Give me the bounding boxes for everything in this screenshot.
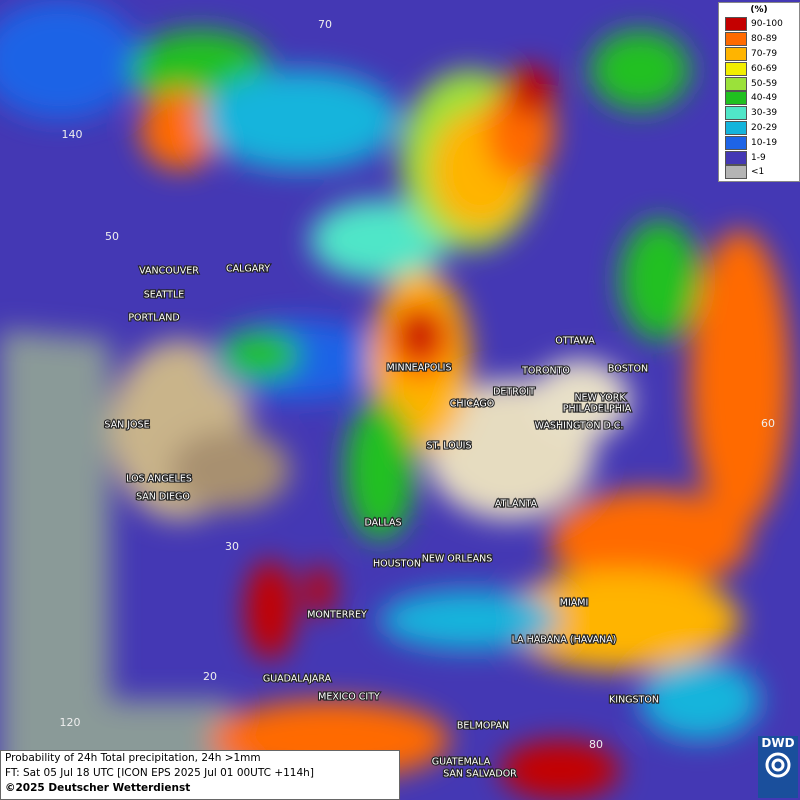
legend-item: 60-69 bbox=[719, 61, 799, 76]
grid-label: 20 bbox=[203, 670, 217, 683]
city-label: HOUSTON bbox=[373, 559, 421, 570]
city-label: KINGSTON bbox=[609, 695, 659, 706]
legend-swatch bbox=[725, 61, 747, 76]
legend-label: 10-19 bbox=[751, 137, 778, 148]
city-label: MINNEAPOLIS bbox=[386, 363, 451, 374]
legend-item: 1-9 bbox=[719, 150, 799, 165]
logo-text: DWD bbox=[761, 736, 795, 750]
footer-text: FT: Sat 05 Jul 18 UTC [ICON EPS 2025 Jul… bbox=[5, 767, 314, 779]
legend-label: 90-100 bbox=[751, 19, 783, 30]
legend-label: 40-49 bbox=[751, 93, 778, 104]
legend-swatch bbox=[725, 135, 747, 150]
grid-label: 140 bbox=[62, 128, 83, 141]
city-label: ST. LOUIS bbox=[427, 441, 472, 452]
city-label: MEXICO CITY bbox=[318, 692, 380, 703]
legend-label: 20-29 bbox=[751, 122, 778, 133]
legend-item: 30-39 bbox=[719, 106, 799, 121]
city-label: SAN JOSE bbox=[104, 420, 149, 431]
city-label: NEW YORK bbox=[574, 393, 626, 404]
legend-label: 70-79 bbox=[751, 48, 778, 59]
legend-swatch bbox=[725, 17, 747, 32]
city-label: PHILADELPHIA bbox=[563, 404, 632, 415]
city-label: SAN DIEGO bbox=[136, 492, 190, 503]
city-label: CHICAGO bbox=[450, 399, 494, 410]
city-label: WASHINGTON D.C. bbox=[535, 421, 624, 432]
legend-swatch bbox=[725, 120, 747, 135]
city-label: GUATEMALA bbox=[432, 757, 491, 768]
legend-item: 80-89 bbox=[719, 32, 799, 47]
logo: DWD bbox=[758, 736, 798, 798]
city-label: BELMOPAN bbox=[457, 721, 509, 732]
city-label: LA HABANA (HAVANA) bbox=[512, 635, 617, 646]
legend-item: 20-29 bbox=[719, 120, 799, 136]
legend-label: 60-69 bbox=[751, 63, 778, 74]
legend-label: 50-59 bbox=[751, 78, 778, 89]
legend-swatch bbox=[725, 91, 747, 106]
city-label: NEW ORLEANS bbox=[422, 554, 493, 565]
city-label: SAN SALVADOR bbox=[443, 769, 517, 780]
city-label: ATLANTA bbox=[495, 499, 538, 510]
legend-item: 50-59 bbox=[719, 76, 799, 91]
grid-label: 60 bbox=[761, 417, 775, 430]
legend-swatch bbox=[725, 106, 747, 121]
legend-swatch bbox=[725, 150, 747, 165]
legend-swatch bbox=[725, 46, 747, 61]
city-label: CALGARY bbox=[226, 264, 270, 275]
legend-swatch bbox=[725, 76, 747, 91]
logo-icon bbox=[765, 752, 791, 778]
city-label: VANCOUVER bbox=[139, 266, 199, 277]
grid-label: 120 bbox=[60, 716, 81, 729]
footer-text: ©2025 Deutscher Wetterdienst bbox=[5, 782, 191, 794]
footer: Probability of 24h Total precipitation, … bbox=[0, 750, 400, 800]
legend-swatch bbox=[725, 165, 747, 180]
grid-label: 50 bbox=[105, 230, 119, 243]
footer-text: Probability of 24h Total precipitation, … bbox=[5, 752, 261, 764]
legend-label: 1-9 bbox=[751, 152, 766, 163]
city-label: SEATTLE bbox=[144, 290, 185, 301]
legend-label: <1 bbox=[751, 167, 765, 178]
grid-label: 70 bbox=[318, 18, 332, 31]
city-label: DETROIT bbox=[493, 387, 535, 398]
legend-item: 70-79 bbox=[719, 46, 799, 62]
legend-swatch bbox=[725, 32, 747, 47]
legend-label: 30-39 bbox=[751, 108, 778, 119]
grid-label: 30 bbox=[225, 540, 239, 553]
city-label: PORTLAND bbox=[128, 313, 179, 324]
city-label: DALLAS bbox=[365, 518, 402, 529]
city-label: MONTERREY bbox=[307, 610, 367, 621]
legend-title: (%) bbox=[750, 5, 768, 15]
grid-label: 80 bbox=[589, 738, 603, 751]
city-label: TORONTO bbox=[521, 366, 570, 377]
legend-item: 10-19 bbox=[719, 135, 799, 150]
legend-label: 80-89 bbox=[751, 34, 778, 45]
legend: (%) 90-100 80-89 70-79 60-69 50-59 40-49 30-39… bbox=[718, 2, 800, 182]
city-label: MIAMI bbox=[560, 598, 589, 609]
city-label: OTTAWA bbox=[555, 336, 595, 347]
city-label: BOSTON bbox=[608, 364, 648, 375]
legend-item: <1 bbox=[719, 165, 799, 180]
city-label: GUADALAJARA bbox=[263, 674, 332, 685]
city-label: LOS ANGELES bbox=[126, 474, 192, 485]
legend-item: 90-100 bbox=[719, 17, 799, 32]
legend-item: 40-49 bbox=[719, 91, 799, 106]
